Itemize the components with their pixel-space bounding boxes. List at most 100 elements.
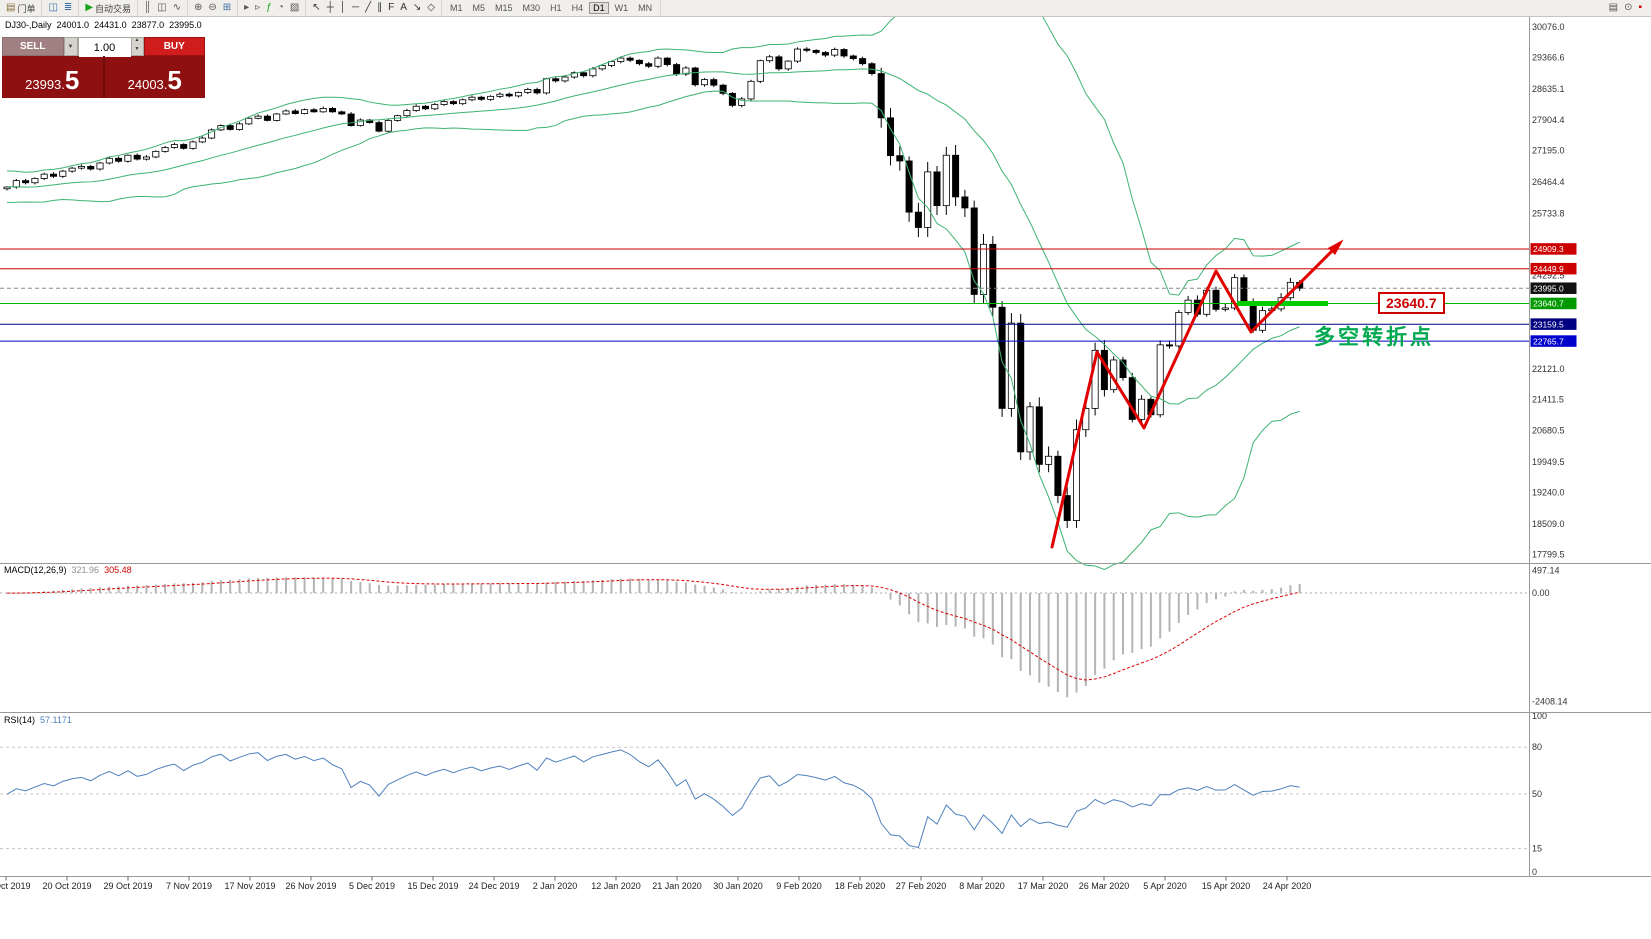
macd-axis-label[interactable]: 497.14 xyxy=(1532,566,1560,576)
timeframe-h1-button[interactable]: H1 xyxy=(550,3,562,13)
timeframe-m5-button[interactable]: M5 xyxy=(472,3,486,13)
timeframe-d1-button[interactable]: D1 xyxy=(589,2,609,14)
profiles-button[interactable]: ≣ xyxy=(61,3,75,13)
macd-signal-line xyxy=(6,577,1300,681)
buy-button[interactable]: BUY xyxy=(143,37,205,56)
tile-windows-icon: ⊞ xyxy=(222,2,232,13)
time-axis-label: 24 Apr 2020 xyxy=(1263,881,1312,891)
macd-name: MACD(12,26,9) xyxy=(4,565,67,575)
price-badge-label: 23995.0 xyxy=(1533,283,1564,293)
trendline-button[interactable]: ╱ xyxy=(362,3,374,13)
volume-stepper[interactable]: ▲ ▼ xyxy=(131,37,144,56)
indicators-button[interactable]: ƒ xyxy=(263,3,275,13)
macd-main-value: 321.96 xyxy=(71,565,100,575)
bar-chart-button[interactable]: ║ xyxy=(141,3,154,13)
price-badge-22765.7 xyxy=(1530,335,1577,347)
print-button[interactable]: ▤ xyxy=(1606,3,1621,13)
rsi-indicator-label: RSI(14) 57.1171 xyxy=(4,715,72,725)
price-axis-label: 19240.0 xyxy=(1532,488,1565,498)
arrows-button[interactable]: ↘ xyxy=(410,3,424,13)
timeframe-mn-button[interactable]: MN xyxy=(638,3,653,13)
charts-window-button[interactable]: ◫ xyxy=(45,3,60,13)
macd-axis-label[interactable]: -2408.14 xyxy=(1532,696,1568,706)
buy-price-display[interactable]: 24003. 5 xyxy=(102,56,206,98)
macd-signal-value: 305.48 xyxy=(104,565,132,575)
toolbar-group-timeframes: M1 M5 M15 M30 H1 H4 D1 W1 MN xyxy=(442,0,662,16)
chart-shift-button[interactable]: ▹ xyxy=(252,3,263,13)
turning-point-note[interactable]: 多空转折点 xyxy=(1314,326,1434,349)
fibonacci-button[interactable]: F xyxy=(385,3,397,13)
time-axis-label: 2 Jan 2020 xyxy=(533,881,578,891)
zoom-out-button[interactable]: ⊖ xyxy=(205,3,219,13)
timeframe-m15-button[interactable]: M15 xyxy=(495,3,513,13)
channel-button[interactable]: ∥ xyxy=(374,3,385,13)
macd-axis-label[interactable]: 0.00 xyxy=(1532,588,1550,598)
text-icon: A xyxy=(400,2,407,13)
price-level-tag[interactable]: 23640.7 xyxy=(1378,292,1445,314)
trend-zigzag-annotation[interactable] xyxy=(1050,241,1342,549)
rsi-axis-label[interactable]: 100 xyxy=(1532,711,1547,721)
time-axis[interactable]: 10 Oct 2019 20 Oct 2019 29 Oct 2019 7 Nov 2… xyxy=(0,876,1312,892)
volume-up-icon[interactable]: ▲ xyxy=(134,37,140,43)
sell-button[interactable]: SELL xyxy=(2,37,64,56)
cursor-button[interactable]: ↖ xyxy=(309,3,323,13)
print-icon: ▤ xyxy=(1608,2,1619,13)
price-badge-label: 23159.5 xyxy=(1533,319,1564,329)
shapes-button[interactable]: ◇ xyxy=(424,3,438,13)
rsi-axis-label[interactable]: 80 xyxy=(1532,742,1542,752)
horizontal-line-button[interactable]: ─ xyxy=(349,3,362,13)
timeframe-h4-button[interactable]: H4 xyxy=(571,3,584,13)
print-preview-button[interactable]: ⊙ xyxy=(1621,3,1635,13)
chart-close-value: 23995.0 xyxy=(169,20,202,30)
tile-windows-button[interactable]: ⊞ xyxy=(220,3,234,13)
timeframe-w1-button[interactable]: W1 xyxy=(614,3,629,13)
line-chart-button[interactable]: ∿ xyxy=(170,3,184,13)
templates-button[interactable]: ▨ xyxy=(287,3,302,13)
chart-shift-icon: ▹ xyxy=(255,2,261,13)
time-axis-label: 15 Apr 2020 xyxy=(1202,881,1251,891)
crosshair-button[interactable]: ┼ xyxy=(324,3,337,13)
text-button[interactable]: A xyxy=(397,3,410,13)
volume-down-icon[interactable]: ▼ xyxy=(134,45,140,52)
bar-chart-icon: ║ xyxy=(144,2,152,13)
time-axis-label: 21 Jan 2020 xyxy=(652,881,702,891)
price-axis-label: 28635.1 xyxy=(1532,84,1565,94)
sell-price-display[interactable]: 23993. 5 xyxy=(2,56,103,98)
time-axis-label: 27 Feb 2020 xyxy=(896,881,947,891)
zoom-in-button[interactable]: ⊕ xyxy=(191,3,205,13)
rsi-axis-label[interactable]: 15 xyxy=(1532,844,1542,854)
candlestick-chart-button[interactable]: ◫ xyxy=(154,3,169,13)
price-axis-label: 21411.5 xyxy=(1532,394,1564,404)
price-badge-label: 23640.7 xyxy=(1533,299,1564,309)
price-badge-label: 24909.3 xyxy=(1533,244,1564,254)
price-axis-label: 19949.5 xyxy=(1532,457,1565,467)
price-axis-label: 25733.8 xyxy=(1532,209,1565,219)
rsi-axis-label[interactable]: 50 xyxy=(1532,789,1542,799)
periods-button[interactable]: ◔ xyxy=(275,3,287,13)
price-axis-label: 24292.5 xyxy=(1532,270,1565,280)
alert-icon: ▪ xyxy=(1638,2,1642,13)
time-axis-label: 5 Dec 2019 xyxy=(349,881,395,891)
vertical-line-button[interactable]: │ xyxy=(337,3,349,13)
auto-scroll-button[interactable]: ▸ xyxy=(241,3,252,13)
timeframe-m1-button[interactable]: M1 xyxy=(450,3,463,13)
price-axis[interactable]: 30076.0 29366.6 28635.1 27904.4 27195.0 26464… xyxy=(1530,22,1577,560)
auto-scroll-icon: ▸ xyxy=(244,2,250,13)
autotrading-icon: ▶ xyxy=(85,2,94,13)
time-axis-label: 5 Apr 2020 xyxy=(1143,881,1187,891)
rsi-axis-label[interactable]: 0 xyxy=(1532,867,1537,877)
sell-dropdown-icon[interactable]: ▼ xyxy=(63,37,78,56)
new-order-button[interactable]: ▤ 门单 xyxy=(3,2,38,15)
toolbar-group-zoom: ⊕ ⊖ ⊞ xyxy=(188,0,239,16)
periods-icon: ◔ xyxy=(277,2,284,13)
timeframe-m30-button[interactable]: M30 xyxy=(522,3,541,13)
rsi-name: RSI(14) xyxy=(4,715,36,725)
alert-button[interactable]: ▪ xyxy=(1635,3,1645,13)
support-segment[interactable] xyxy=(1237,301,1328,307)
time-axis-label: 20 Oct 2019 xyxy=(42,881,91,891)
price-badge-24909.3 xyxy=(1530,243,1577,255)
candles xyxy=(3,47,1304,529)
volume-input[interactable] xyxy=(78,39,131,57)
autotrading-button[interactable]: ▶ 自动交易 xyxy=(82,2,134,15)
price-badge-label: 22765.7 xyxy=(1533,336,1564,346)
